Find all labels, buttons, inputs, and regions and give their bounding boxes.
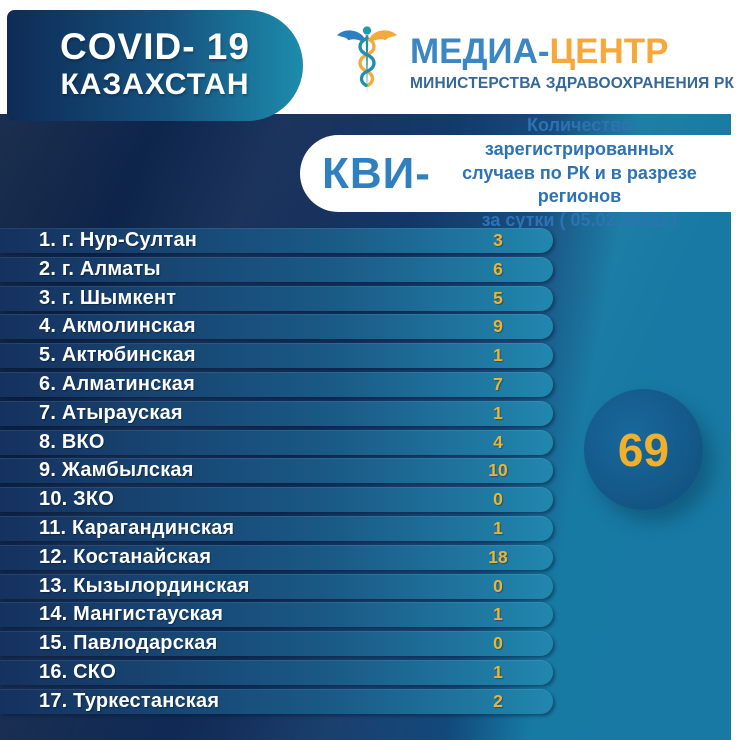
region-value: 1 bbox=[493, 604, 503, 625]
region-value: 0 bbox=[493, 633, 503, 654]
caduceus-icon bbox=[337, 26, 397, 95]
table-row: 16. СКО 1 bbox=[0, 659, 553, 685]
covid-19-badge: COVID- 19 КАЗАХСТАН bbox=[7, 10, 303, 121]
table-row: 10. ЗКО 0 bbox=[0, 487, 553, 513]
table-row: 11. Карагандинская 1 bbox=[0, 515, 553, 541]
table-row: 9. Жамбылская 10 bbox=[0, 458, 553, 484]
table-row: 14. Мангистауская 1 bbox=[0, 602, 553, 628]
region-value: 0 bbox=[493, 489, 503, 510]
table-row: 4. Акмолинская 9 bbox=[0, 314, 553, 340]
region-value: 5 bbox=[493, 287, 503, 308]
region-value: 1 bbox=[493, 517, 503, 538]
region-value: 10 bbox=[488, 460, 508, 481]
regions-list: 1. г. Нур-Султан 3 2. г. Алматы 6 3. г. Шымк… bbox=[0, 228, 553, 714]
kvi-header-pill: КВИ- Количество зарегистрированных случа… bbox=[300, 115, 740, 230]
table-row: 2. г. Алматы 6 bbox=[0, 256, 553, 282]
table-row: 8. ВКО 4 bbox=[0, 429, 553, 455]
region-label: 6. Алматинская bbox=[39, 372, 195, 395]
region-label: 13. Кызылординская bbox=[39, 574, 250, 597]
logo-title-blue: МЕДИА- bbox=[410, 32, 550, 71]
logo-subtitle: МИНИСТЕРСТВА ЗДРАВООХРАНЕНИЯ РК bbox=[410, 75, 735, 92]
logo-title: МЕДИА-ЦЕНТР bbox=[410, 34, 720, 69]
logo-title-yellow: ЦЕНТР bbox=[549, 32, 669, 71]
region-label: 8. ВКО bbox=[39, 430, 105, 453]
region-label: 7. Атырауская bbox=[39, 401, 183, 424]
region-label: 5. Актюбинская bbox=[39, 344, 196, 367]
badge-subtitle: КАЗАХСТАН bbox=[60, 67, 250, 101]
region-label: 15. Павлодарская bbox=[39, 632, 218, 655]
region-label: 2. г. Алматы bbox=[39, 257, 161, 280]
media-center-logo: МЕДИА-ЦЕНТР МИНИСТЕРСТВА ЗДРАВООХРАНЕНИЯ… bbox=[410, 34, 735, 93]
region-label: 17. Туркестанская bbox=[39, 689, 220, 712]
kvi-description-line1: Количество зарегистрированных bbox=[484, 115, 675, 159]
badge-title: COVID- 19 bbox=[60, 26, 250, 68]
region-label: 4. Акмолинская bbox=[39, 315, 196, 338]
region-value: 1 bbox=[493, 345, 503, 366]
region-value: 0 bbox=[493, 575, 503, 596]
region-label: 11. Карагандинская bbox=[39, 516, 235, 539]
table-row: 12. Костанайская 18 bbox=[0, 544, 553, 570]
region-label: 9. Жамбылская bbox=[39, 459, 194, 482]
kvi-description-line3: за сутки ( 05.02.2021г.) bbox=[481, 210, 678, 231]
region-value: 4 bbox=[493, 431, 503, 452]
region-value: 9 bbox=[493, 316, 503, 337]
table-row: 15. Павлодарская 0 bbox=[0, 631, 553, 657]
table-row: 3. г. Шымкент 5 bbox=[0, 285, 553, 311]
kvi-description: Количество зарегистрированных случаев по… bbox=[431, 114, 740, 233]
region-value: 2 bbox=[493, 690, 503, 711]
table-row: 5. Актюбинская 1 bbox=[0, 343, 553, 369]
kvi-label: КВИ- bbox=[322, 148, 431, 198]
region-value: 6 bbox=[493, 258, 503, 279]
region-label: 12. Костанайская bbox=[39, 545, 212, 568]
region-label: 16. СКО bbox=[39, 660, 116, 683]
region-value: 1 bbox=[493, 661, 503, 682]
kvi-description-line2: случаев по РК и в разрезе регионов bbox=[462, 162, 697, 207]
total-cases-value: 69 bbox=[617, 423, 670, 476]
table-row: 13. Кызылординская 0 bbox=[0, 573, 553, 599]
table-row: 17. Туркестанская 2 bbox=[0, 688, 553, 714]
region-label: 10. ЗКО bbox=[39, 488, 115, 511]
region-value: 1 bbox=[493, 402, 503, 423]
region-value: 18 bbox=[488, 546, 508, 567]
region-value: 3 bbox=[493, 230, 503, 250]
table-row: 7. Атырауская 1 bbox=[0, 400, 553, 426]
table-row: 6. Алматинская 7 bbox=[0, 371, 553, 397]
region-value: 7 bbox=[493, 373, 503, 394]
region-label: 14. Мангистауская bbox=[39, 603, 224, 626]
table-row: 1. г. Нур-Султан 3 bbox=[0, 228, 553, 253]
total-cases-circle: 69 bbox=[584, 389, 703, 510]
region-label: 3. г. Шымкент bbox=[39, 286, 177, 309]
region-label: 1. г. Нур-Султан bbox=[39, 229, 198, 251]
